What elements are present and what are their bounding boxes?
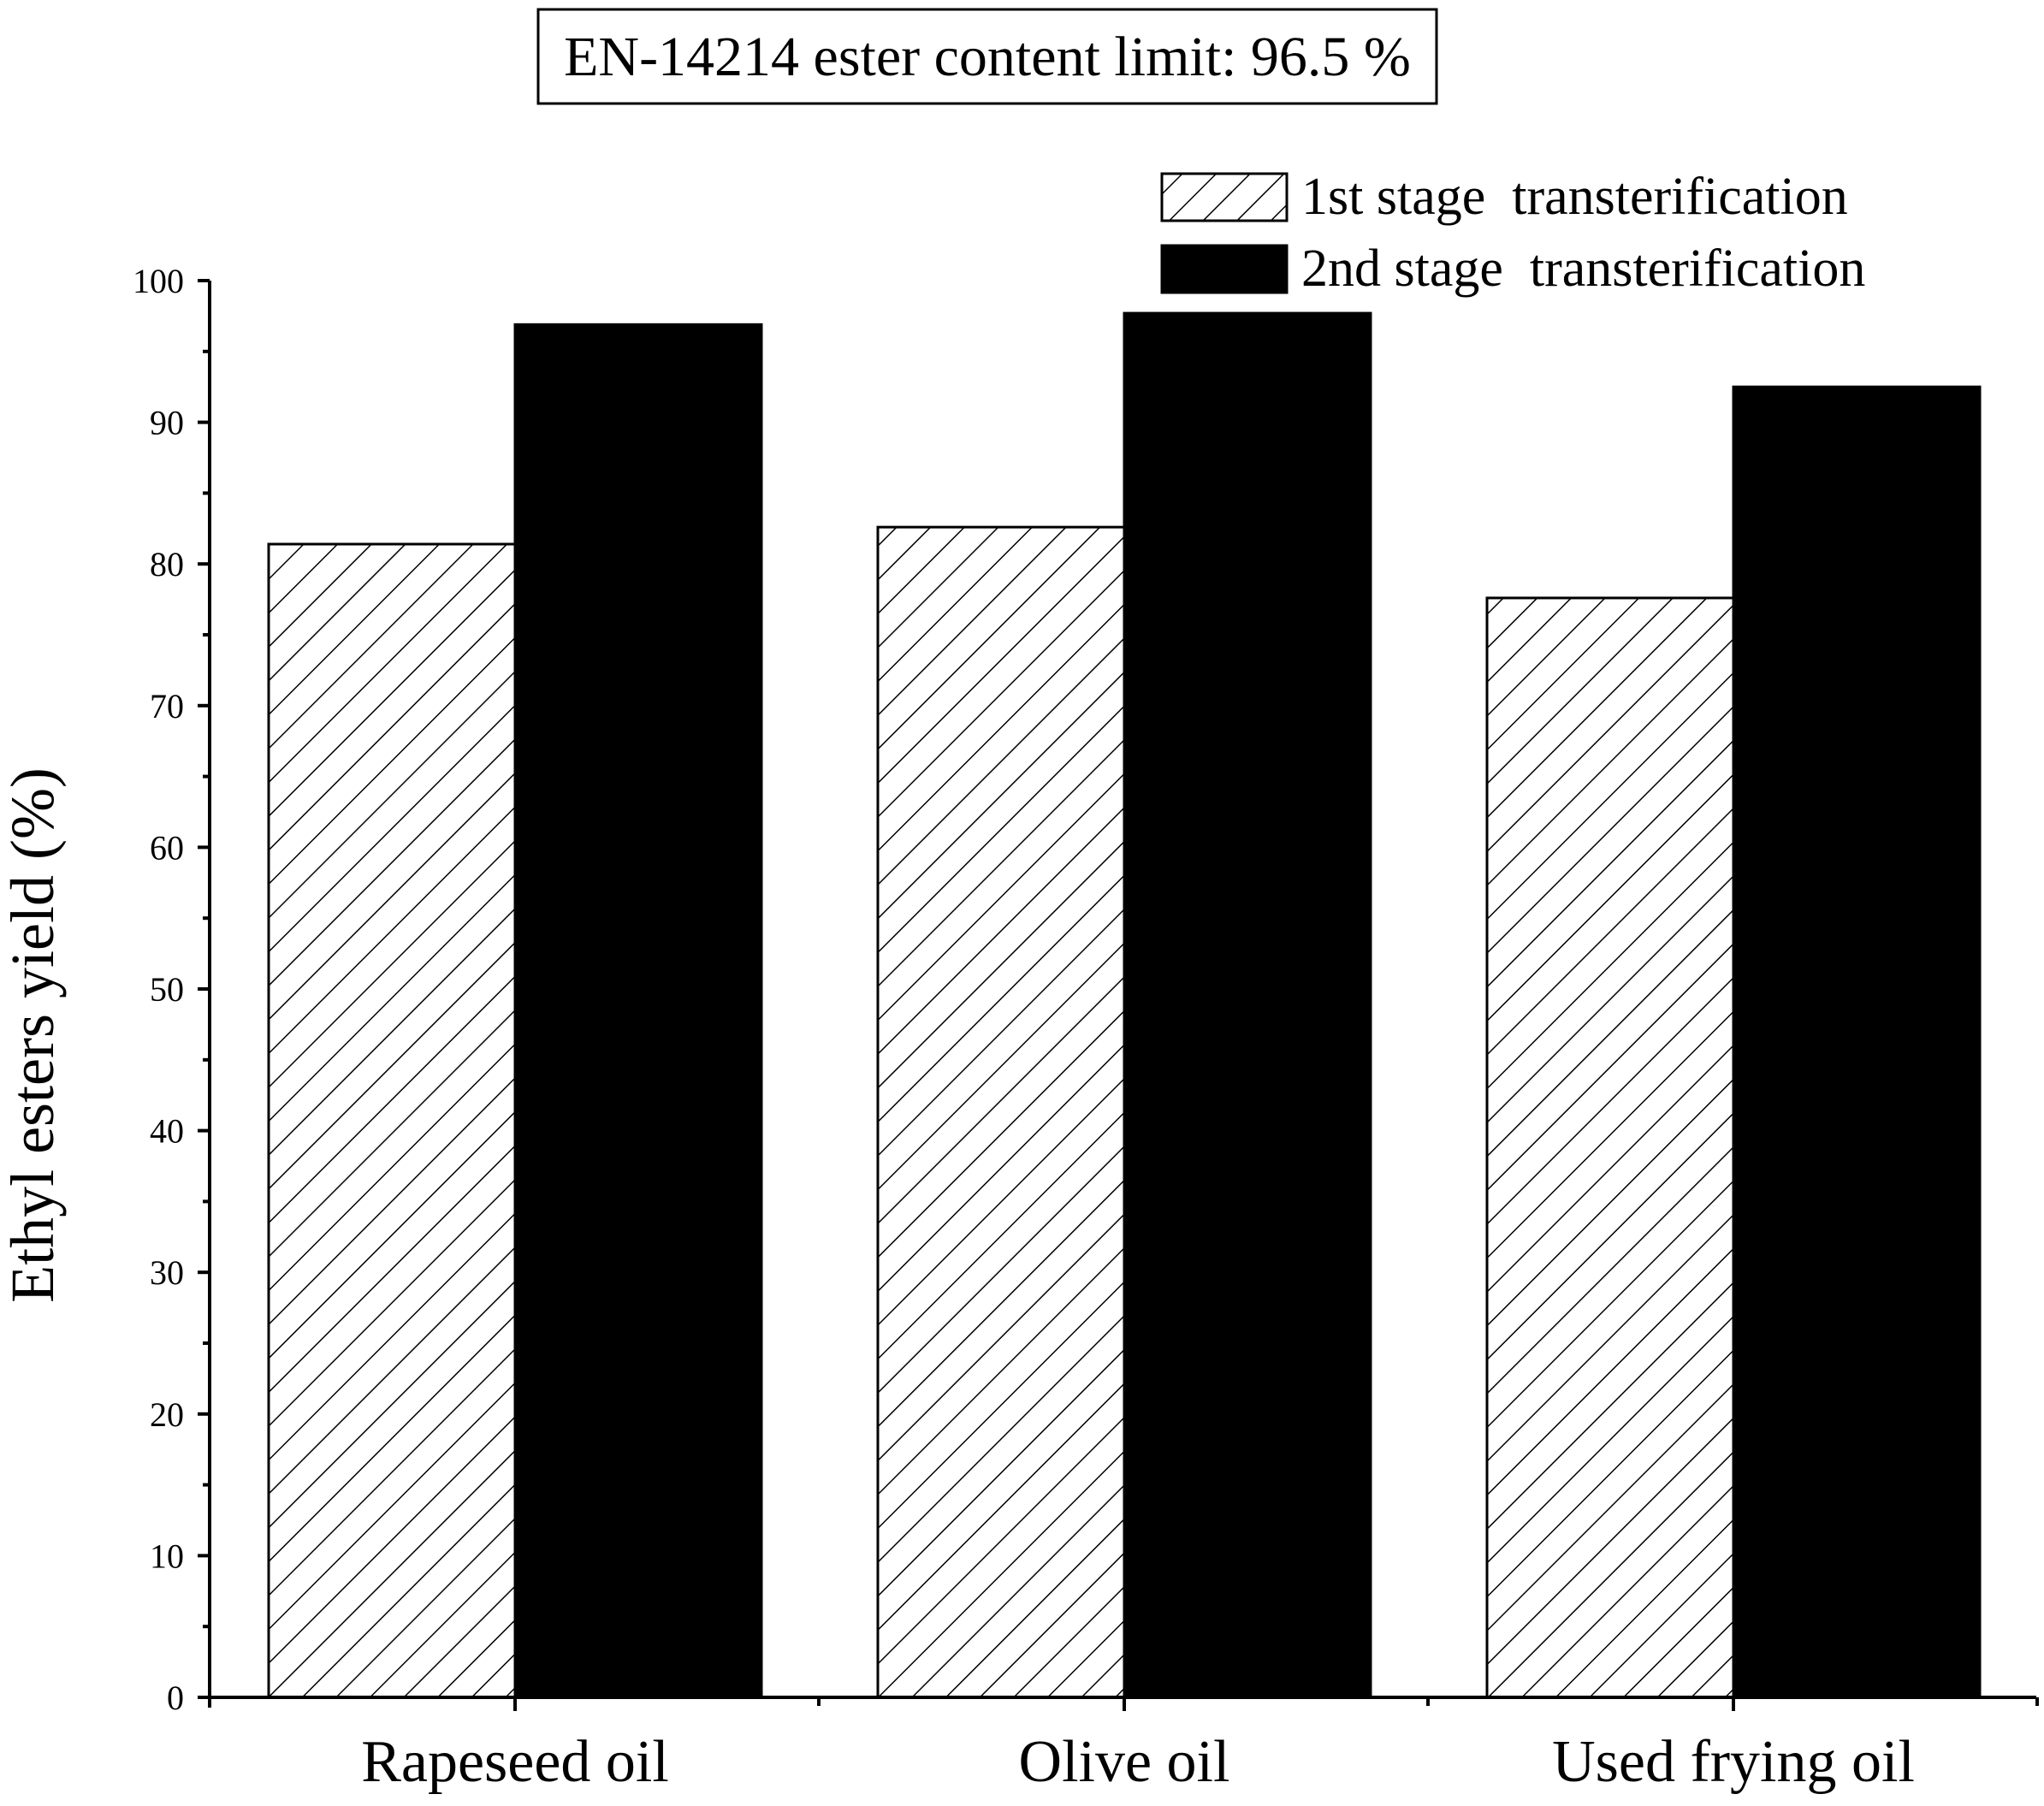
y-tick-label: 20 [150,1395,184,1434]
y-tick-label: 40 [150,1112,184,1151]
annotation-text: EN-14214 ester content limit: 96.5 % [564,26,1411,88]
x-tick-label: Olive oil [1019,1729,1230,1795]
y-axis: 0 10 20 30 40 50 60 70 80 90 100 [133,262,211,1717]
y-tick-label: 60 [150,828,184,867]
legend-label-1st-stage: 1st stage transterification [1301,168,1848,226]
bar-stage1-olive-oil [876,525,1126,1699]
y-tick-label: 30 [150,1253,184,1292]
y-tick-label: 100 [133,262,184,300]
y-tick-label: 10 [150,1537,184,1575]
legend-label-2nd-stage: 2nd stage transterification [1301,240,1865,298]
y-tick-label: 80 [150,545,184,583]
legend: 1st stage transterification 2nd stage tr… [1160,168,1865,298]
annotation-frame [536,8,1438,105]
bar-stage2-rapeseed-oil [513,323,763,1699]
legend-swatch-2nd-stage [1160,244,1289,294]
bar-stage1-rapeseed-oil [267,542,517,1699]
x-tick-label: Rapeseed oil [361,1729,669,1795]
legend-swatch-1st-stage [1160,172,1289,222]
y-tick-label: 0 [167,1679,184,1717]
bar-stage2-olive-oil [1123,311,1372,1699]
y-axis-title: Ethyl esters yield (%) [0,767,67,1303]
y-tick-label: 50 [150,970,184,1009]
x-axis: Rapeseed oil Olive oil Used frying oil [203,1696,2039,1795]
bar-stage2-used-frying-oil [1732,385,1982,1699]
bars-group [267,311,1982,1699]
annotation-box: EN-14214 ester content limit: 96.5 % [536,8,1438,105]
x-tick-label: Used frying oil [1552,1729,1915,1795]
y-tick-label: 70 [150,687,184,725]
y-tick-label: 90 [150,404,184,442]
bar-stage1-used-frying-oil [1485,596,1735,1699]
